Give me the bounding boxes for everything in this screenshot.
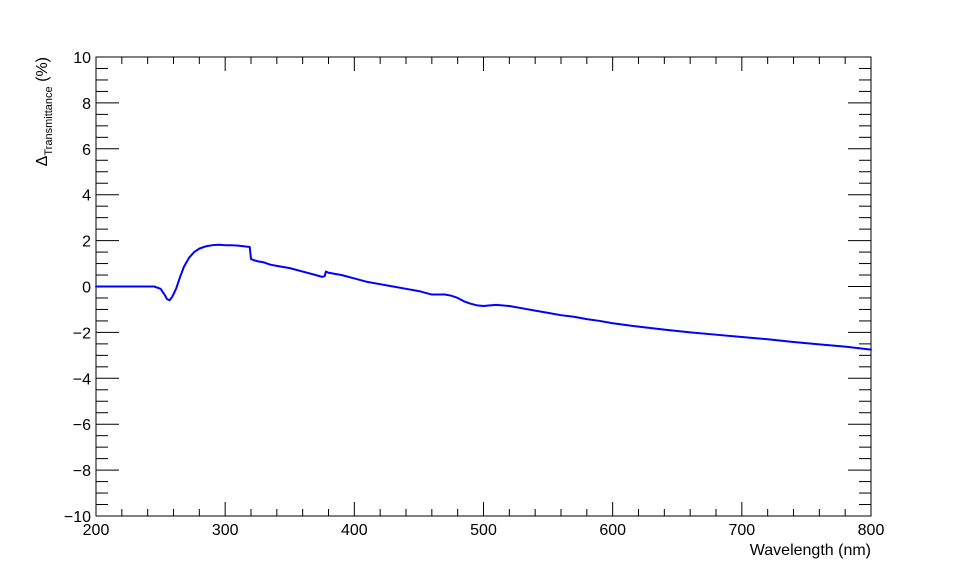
x-tick-label: 300	[212, 522, 239, 539]
y-axis-label-prefix: Δ	[34, 155, 51, 166]
y-tick-label: −6	[73, 417, 91, 434]
y-tick-labels: −10 −8 −6 −4 −2 0 2 4 6 8 10	[64, 50, 91, 526]
plot-frame	[95, 56, 872, 517]
x-axis-label: Wavelength (nm)	[750, 542, 871, 559]
x-tick-label: 700	[728, 522, 755, 539]
y-tick-label: 10	[73, 50, 91, 67]
x-tick-label: 400	[341, 522, 368, 539]
major-ticks	[95, 56, 872, 517]
y-axis-label-subscript: Transmittance	[43, 86, 55, 155]
x-tick-label: 800	[858, 522, 885, 539]
y-tick-label: 6	[82, 142, 91, 159]
series-layer	[95, 243, 872, 351]
x-tick-label: 500	[470, 522, 497, 539]
y-tick-label: 4	[82, 188, 91, 205]
x-tick-label: 200	[83, 522, 110, 539]
y-axis-label-suffix: (%)	[34, 57, 51, 86]
y-tick-label: −2	[73, 325, 91, 342]
series-line	[95, 243, 872, 351]
y-tick-label: −4	[73, 371, 91, 388]
y-tick-label: 2	[82, 234, 91, 251]
y-tick-label: 0	[82, 280, 91, 297]
minor-ticks	[96, 57, 871, 516]
y-tick-label: −10	[64, 509, 91, 526]
x-tick-labels: 200 300 400 500 600 700 800	[83, 522, 885, 539]
y-tick-label: −8	[73, 463, 91, 480]
y-axis-label: ΔTransmittance (%)	[34, 57, 55, 166]
y-tick-label: 8	[82, 96, 91, 113]
plot-area	[95, 56, 872, 517]
x-tick-label: 600	[599, 522, 626, 539]
